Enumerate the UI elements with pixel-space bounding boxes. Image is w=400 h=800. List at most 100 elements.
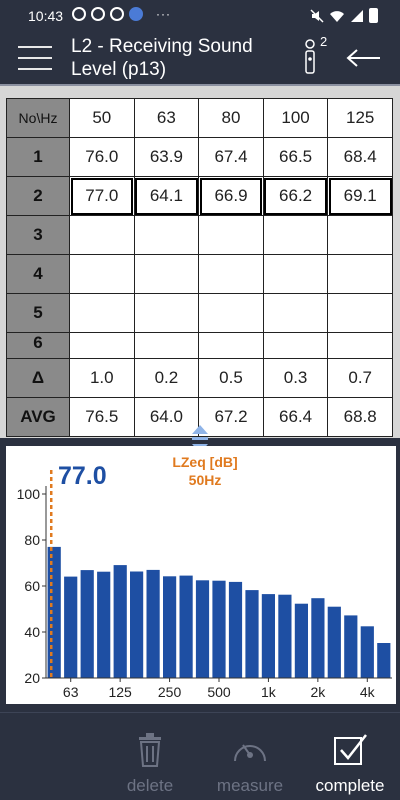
- table-cell-selected[interactable]: 66.9: [198, 176, 264, 216]
- delta-label: Δ: [6, 358, 70, 398]
- delete-button[interactable]: delete: [118, 733, 182, 796]
- table-cell[interactable]: [327, 332, 393, 359]
- frequency-header-row: No\Hz 50 63 80 100 125: [6, 98, 393, 138]
- table-cell[interactable]: [69, 254, 135, 294]
- delta-cell: 0.7: [327, 358, 393, 398]
- delta-cell: 0.5: [198, 358, 264, 398]
- bar[interactable]: [47, 546, 61, 678]
- table-cell[interactable]: [198, 332, 264, 359]
- table-cell[interactable]: [133, 254, 200, 294]
- back-arrow-icon[interactable]: [346, 48, 382, 68]
- app-header: L2 - Receiving Sound Level (p13) 2: [0, 32, 400, 84]
- bar[interactable]: [163, 576, 177, 678]
- menu-icon[interactable]: [18, 46, 52, 70]
- gauge-icon: [234, 744, 266, 762]
- bottom-action-bar: delete measure complete: [0, 712, 400, 800]
- table-row: 3: [6, 215, 393, 255]
- x-tick-label: 500: [207, 684, 231, 700]
- bar[interactable]: [311, 598, 325, 678]
- table-cell[interactable]: [198, 254, 264, 294]
- bar[interactable]: [261, 594, 275, 678]
- frequency-header[interactable]: 50: [69, 98, 135, 138]
- row-label[interactable]: 3: [6, 215, 70, 255]
- table-cell[interactable]: [262, 254, 329, 294]
- table-cell-selected[interactable]: 69.1: [327, 176, 393, 216]
- bar[interactable]: [377, 643, 391, 678]
- meter-count: 2: [320, 34, 328, 49]
- table-cell[interactable]: [69, 215, 135, 255]
- row-label[interactable]: 2: [6, 176, 70, 216]
- bar[interactable]: [146, 569, 160, 678]
- x-axis: 63 125 250 500 1k 2k 4k: [46, 677, 392, 700]
- bar[interactable]: [97, 571, 111, 678]
- checkbox-checked-icon: [334, 734, 367, 765]
- bar[interactable]: [228, 581, 243, 678]
- table-row: 1 76.0 63.9 67.4 66.5 68.4: [6, 137, 393, 177]
- table-cell[interactable]: [198, 215, 264, 255]
- bar[interactable]: [64, 576, 78, 678]
- bar[interactable]: [245, 590, 259, 678]
- bar[interactable]: [212, 580, 226, 678]
- table-cell[interactable]: [69, 293, 135, 333]
- table-cell[interactable]: 66.5: [262, 137, 329, 177]
- table-cell[interactable]: [133, 215, 200, 255]
- table-cell[interactable]: [133, 293, 200, 333]
- table-cell[interactable]: 67.4: [198, 137, 264, 177]
- chart-annotation-metric: LZeq [dB]: [172, 454, 237, 470]
- frequency-header[interactable]: 125: [327, 98, 393, 138]
- table-cell-selected[interactable]: 64.1: [133, 176, 200, 216]
- table-cell-selected[interactable]: 77.0: [69, 176, 135, 216]
- table-cell[interactable]: 63.9: [133, 137, 200, 177]
- bar[interactable]: [294, 603, 308, 678]
- avg-label: AVG: [6, 397, 70, 437]
- row-label[interactable]: 1: [6, 137, 70, 177]
- table-cell[interactable]: [262, 215, 329, 255]
- delta-cell: 0.2: [133, 358, 200, 398]
- app-badge-icon: [129, 7, 143, 21]
- mute-icon: [310, 8, 324, 23]
- complete-button[interactable]: complete: [308, 733, 392, 796]
- delta-row: Δ 1.0 0.2 0.5 0.3 0.7: [6, 358, 393, 398]
- table-cell[interactable]: [327, 215, 393, 255]
- table-cell[interactable]: [69, 332, 135, 359]
- system-icons: [310, 8, 378, 23]
- bar[interactable]: [80, 570, 94, 678]
- status-time: 10:43: [28, 8, 64, 24]
- spectrum-chart[interactable]: 77.0 LZeq [dB] 50Hz 20 40 60 80 100 63 125 250…: [6, 446, 396, 704]
- table-cell[interactable]: 76.0: [69, 137, 135, 177]
- signal-icon: [351, 9, 363, 22]
- table-cell[interactable]: [327, 254, 393, 294]
- table-cell-selected[interactable]: 66.2: [262, 176, 329, 216]
- bar[interactable]: [278, 594, 292, 678]
- table-cell[interactable]: [327, 293, 393, 333]
- corner-header: No\Hz: [6, 98, 70, 138]
- measure-button[interactable]: measure: [208, 733, 292, 796]
- row-label[interactable]: 5: [6, 293, 70, 333]
- bar[interactable]: [360, 626, 374, 679]
- more-notifications-icon: ···: [156, 7, 171, 21]
- bar[interactable]: [344, 615, 358, 678]
- bar[interactable]: [179, 575, 193, 678]
- bar[interactable]: [113, 565, 127, 678]
- avg-row: AVG 76.5 64.0 67.2 66.4 68.8: [6, 397, 393, 437]
- table-cell[interactable]: [262, 293, 329, 333]
- row-label[interactable]: 6: [6, 332, 70, 359]
- table-cell[interactable]: 68.4: [327, 137, 393, 177]
- table-cell[interactable]: [133, 332, 200, 359]
- bar[interactable]: [195, 580, 210, 679]
- frequency-header[interactable]: 80: [198, 98, 264, 138]
- frequency-header[interactable]: 63: [133, 98, 200, 138]
- frequency-header[interactable]: 100: [262, 98, 329, 138]
- row-label[interactable]: 4: [6, 254, 70, 294]
- delta-cell: 0.3: [262, 358, 329, 398]
- table-cell[interactable]: [198, 293, 264, 333]
- x-tick-label: 4k: [360, 684, 376, 700]
- sound-level-meter-icon[interactable]: [302, 38, 324, 76]
- y-tick-label: 80: [24, 532, 40, 548]
- panel-divider: [0, 438, 400, 446]
- bar[interactable]: [327, 606, 341, 678]
- table-cell[interactable]: [262, 332, 329, 359]
- measurement-table-panel: No\Hz 50 63 80 100 125 1 76.0 63.9 67.4 …: [0, 84, 400, 438]
- bar[interactable]: [130, 571, 144, 679]
